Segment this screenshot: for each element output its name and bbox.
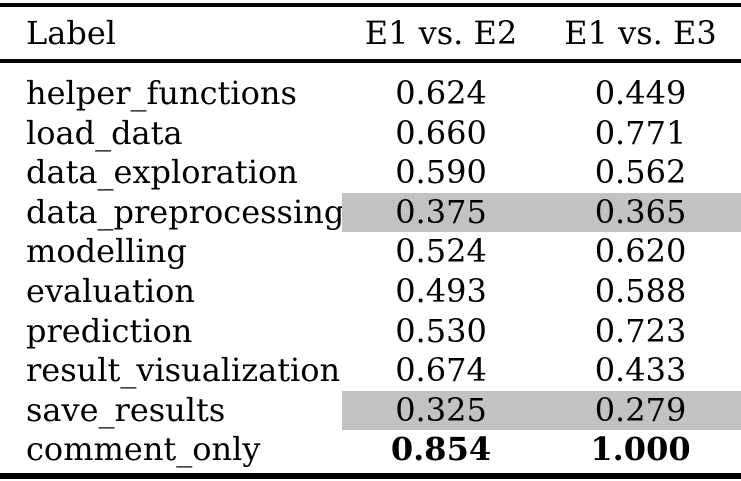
header-e1-vs-e3-column: E1 vs. E3	[564, 14, 717, 52]
row-label: data_preprocessing	[26, 192, 345, 231]
table-row: data_preprocessing 0.375 0.365	[0, 192, 741, 233]
row-label: result_visualization	[26, 351, 341, 390]
row-value-e1-vs-e2: 0.854	[390, 430, 492, 469]
table-row: save_results 0.325 0.279	[0, 390, 741, 431]
row-value-e1-vs-e3: 1.000	[590, 430, 691, 469]
header-body-gap	[0, 63, 741, 74]
table-row: modelling 0.524 0.620	[0, 232, 741, 272]
row-value-e1-vs-e3: 0.771	[594, 113, 687, 152]
table-row: result_visualization 0.674 0.433	[0, 351, 741, 391]
row-value-e1-vs-e2: 0.674	[395, 351, 487, 390]
row-value-e1-vs-e2: 0.624	[395, 74, 487, 112]
row-value-e1-vs-e3: 0.365	[540, 192, 741, 233]
row-value-e1-vs-e2: 0.524	[395, 232, 487, 271]
table-row: load_data 0.660 0.771	[0, 114, 741, 154]
table-body: helper_functions 0.624 0.449 load_data 0…	[0, 74, 741, 470]
table-mid-rule	[0, 59, 741, 63]
table-top-rule	[0, 3, 741, 7]
row-value-e1-vs-e2: 0.325	[342, 390, 540, 431]
row-label: load_data	[26, 113, 183, 152]
row-label: modelling	[26, 232, 187, 271]
table-bottom-rule	[0, 472, 741, 479]
row-value-e1-vs-e3: 0.620	[594, 232, 687, 271]
table-row: helper_functions 0.624 0.449	[0, 74, 741, 114]
row-value-e1-vs-e2: 0.590	[395, 153, 487, 192]
row-value-e1-vs-e3: 0.279	[540, 390, 741, 431]
table-row: data_exploration 0.590 0.562	[0, 153, 741, 193]
row-label: prediction	[26, 311, 193, 350]
table-row: comment_only 0.854 1.000	[0, 430, 741, 470]
row-value-e1-vs-e3: 0.588	[594, 271, 687, 310]
row-value-e1-vs-e2: 0.493	[395, 271, 487, 310]
row-value-e1-vs-e3: 0.723	[594, 311, 687, 350]
row-value-e1-vs-e2: 0.375	[342, 192, 540, 233]
row-label: evaluation	[26, 271, 195, 310]
row-value-e1-vs-e2: 0.530	[395, 311, 487, 350]
row-value-e1-vs-e3: 0.449	[594, 74, 687, 112]
row-label: data_exploration	[26, 153, 298, 192]
row-label: comment_only	[26, 430, 261, 469]
table-header-row: Label E1 vs. E2 E1 vs. E3	[0, 7, 741, 59]
table-row: evaluation 0.493 0.588	[0, 272, 741, 312]
row-label: helper_functions	[26, 74, 297, 112]
row-value-e1-vs-e3: 0.433	[594, 351, 687, 390]
header-e1-vs-e2-column: E1 vs. E2	[364, 14, 518, 52]
row-value-e1-vs-e3: 0.562	[594, 153, 687, 192]
table-row: prediction 0.530 0.723	[0, 312, 741, 352]
header-label-column: Label	[26, 14, 116, 52]
row-value-e1-vs-e2: 0.660	[395, 113, 487, 152]
row-label: save_results	[26, 390, 226, 429]
